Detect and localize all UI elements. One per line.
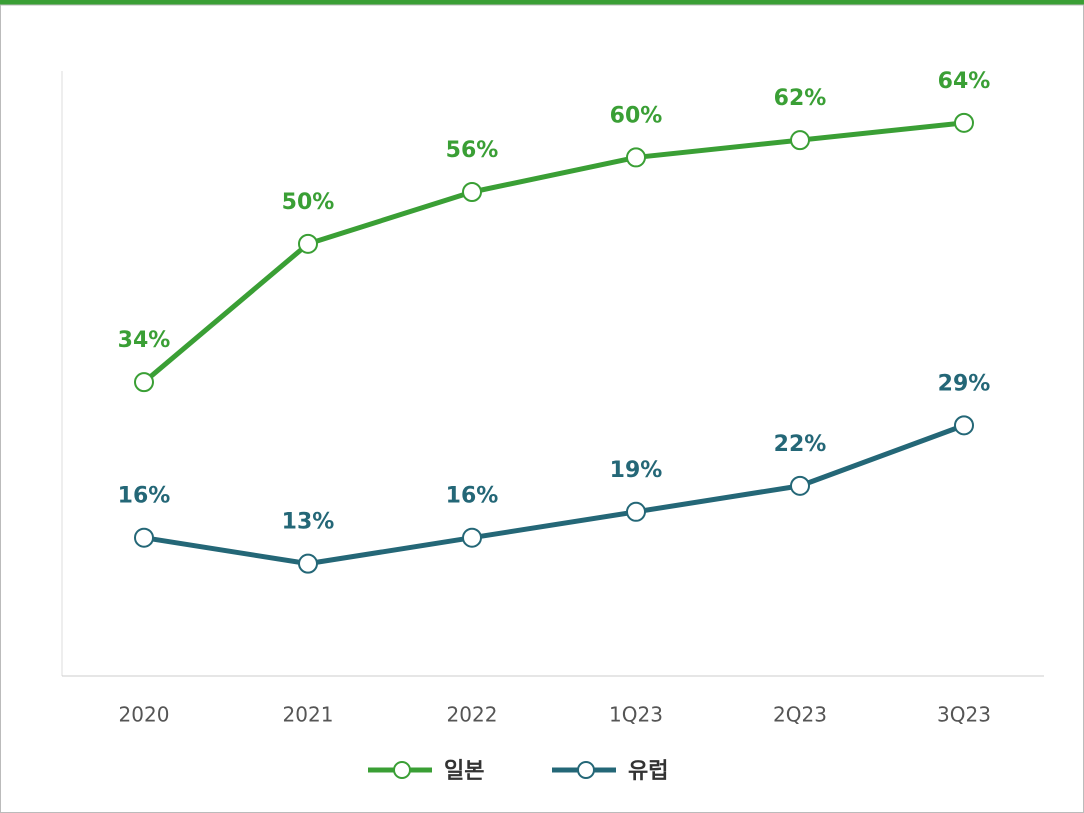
value-label: 64% [938,69,991,94]
point [134,527,154,548]
value-label: 34% [118,328,171,353]
value-label: 13% [282,510,335,535]
point [790,130,810,151]
x-tick-label: 1Q23 [609,703,663,727]
value-label: 16% [118,484,171,509]
point [298,233,318,254]
legend-label: 유럽 [628,759,668,784]
point [790,475,810,496]
x-tick-label: 3Q23 [937,703,991,727]
value-label: 29% [938,371,991,396]
value-label: 22% [774,432,827,457]
top-bar [0,0,1084,5]
value-label: 19% [610,458,663,483]
legend-marker [577,761,595,779]
value-label: 60% [610,103,663,128]
legend-label: 일본 [444,759,484,784]
point [626,147,646,168]
series-line [143,423,965,567]
point [134,372,154,393]
point [462,527,482,548]
value-label: 62% [774,86,827,111]
x-tick-label: 2020 [119,703,170,727]
value-label: 56% [446,138,499,163]
point [626,501,646,522]
series-line [142,120,965,385]
point [462,182,482,202]
x-tick-label: 2Q23 [773,703,827,727]
value-label: 50% [282,190,335,215]
value-label: 16% [446,484,499,509]
x-tick-label: 2022 [447,703,498,727]
point [298,553,318,574]
point [954,112,974,133]
x-tick-label: 2021 [283,703,334,727]
point [954,415,974,436]
legend-marker [393,761,411,779]
